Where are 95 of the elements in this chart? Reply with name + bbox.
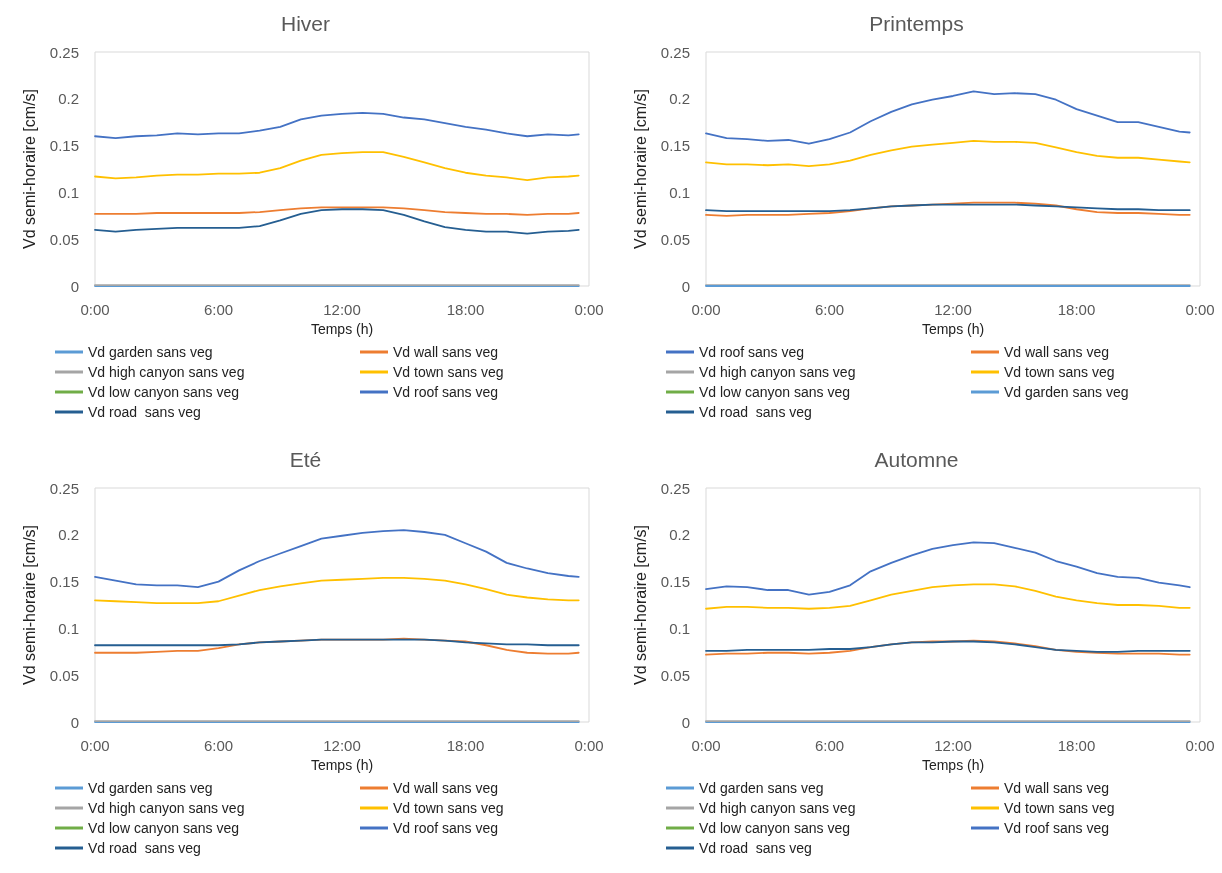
x-tick-label: 0:00 [80, 737, 110, 754]
y-tick-label: 0.2 [669, 526, 690, 544]
y-tick-label: 0.05 [49, 666, 79, 684]
x-tick-label: 0:00 [691, 737, 721, 754]
line-series [94, 529, 580, 589]
y-tick-label: 0.25 [49, 43, 79, 61]
x-tick-label: 18:00 [1057, 301, 1096, 318]
y-axis-title: Vd semi-horaire [cm/s] [20, 88, 38, 250]
legend-label: Vd high canyon sans veg [88, 800, 245, 816]
legend-label: Vd low canyon sans veg [699, 384, 850, 400]
x-axis-title: Temps (h) [921, 756, 985, 773]
x-tick-label: 0:00 [574, 737, 604, 754]
y-axis-title: Vd semi-horaire [cm/s] [631, 88, 649, 250]
y-tick-label: 0.25 [660, 43, 690, 61]
chart-title: Eté [289, 448, 322, 471]
chart-title: Automne [874, 448, 959, 471]
x-tick-label: 18:00 [446, 301, 485, 318]
line-series [94, 111, 580, 140]
y-tick-label: 0.2 [669, 90, 690, 108]
x-tick-label: 12:00 [934, 737, 972, 754]
legend-label: Vd roof sans veg [393, 820, 499, 836]
legend-label: Vd road sans veg [699, 404, 812, 420]
y-tick-label: 0.05 [660, 230, 690, 248]
y-tick-label: 0.15 [49, 573, 79, 591]
legend-label: Vd high canyon sans veg [699, 800, 856, 816]
legend-label: Vd town sans veg [1004, 364, 1115, 380]
x-tick-label: 0:00 [80, 301, 110, 318]
legend-label: Vd low canyon sans veg [88, 820, 239, 836]
y-tick-label: 0.1 [669, 619, 690, 637]
x-tick-label: 0:00 [574, 301, 604, 318]
line-series [705, 541, 1191, 596]
y-tick-label: 0 [681, 277, 690, 295]
y-tick-label: 0.05 [660, 666, 690, 684]
line-series [94, 208, 580, 235]
legend-label: Vd garden sans veg [699, 780, 824, 796]
legend-label: Vd low canyon sans veg [88, 384, 239, 400]
x-tick-label: 6:00 [814, 301, 845, 318]
y-tick-label: 0.15 [660, 573, 690, 591]
y-tick-label: 0.25 [660, 479, 690, 497]
legend-label: Vd road sans veg [88, 404, 201, 420]
y-tick-label: 0.1 [669, 183, 690, 201]
x-tick-label: 0:00 [1185, 737, 1215, 754]
line-series [705, 140, 1191, 168]
legend-label: Vd wall sans veg [1004, 780, 1110, 796]
line-series [94, 206, 580, 216]
line-series [705, 203, 1191, 213]
y-tick-label: 0.2 [58, 526, 79, 544]
legend-label: Vd low canyon sans veg [699, 820, 850, 836]
x-tick-label: 6:00 [203, 301, 234, 318]
chart-title: Printemps [869, 12, 964, 35]
legend-label: Vd town sans veg [393, 800, 504, 816]
y-tick-label: 0.15 [660, 137, 690, 155]
y-tick-label: 0.1 [58, 619, 79, 637]
x-tick-label: 12:00 [323, 737, 361, 754]
legend-label: Vd roof sans veg [393, 384, 499, 400]
chart-title: Hiver [280, 12, 331, 35]
y-tick-label: 0.25 [49, 479, 79, 497]
x-tick-label: 6:00 [203, 737, 234, 754]
x-axis-title: Temps (h) [310, 320, 374, 337]
y-tick-label: 0 [681, 713, 690, 731]
y-tick-label: 0.2 [58, 90, 79, 108]
legend-label: Vd roof sans veg [699, 344, 805, 360]
x-tick-label: 12:00 [323, 301, 361, 318]
legend-label: Vd high canyon sans veg [699, 364, 856, 380]
legend-label: Vd garden sans veg [88, 344, 213, 360]
legend-label: Vd wall sans veg [393, 344, 499, 360]
legend-label: Vd garden sans veg [88, 780, 213, 796]
line-series [94, 576, 580, 605]
y-axis-title: Vd semi-horaire [cm/s] [20, 524, 38, 686]
legend-label: Vd town sans veg [393, 364, 504, 380]
legend-label: Vd wall sans veg [393, 780, 499, 796]
x-axis-title: Temps (h) [921, 320, 985, 337]
line-series [94, 151, 580, 182]
y-axis-title: Vd semi-horaire [cm/s] [631, 524, 649, 686]
x-tick-label: 18:00 [1057, 737, 1096, 754]
line-series [705, 90, 1191, 145]
x-tick-label: 18:00 [446, 737, 485, 754]
y-tick-label: 0.15 [49, 137, 79, 155]
x-tick-label: 6:00 [814, 737, 845, 754]
y-tick-label: 0.05 [49, 230, 79, 248]
line-series [705, 583, 1191, 610]
y-tick-label: 0 [70, 277, 79, 295]
y-tick-label: 0 [70, 713, 79, 731]
legend-label: Vd road sans veg [88, 840, 201, 856]
legend-label: Vd roof sans veg [1004, 820, 1110, 836]
legend-label: Vd road sans veg [699, 840, 812, 856]
legend-label: Vd town sans veg [1004, 800, 1115, 816]
x-tick-label: 0:00 [691, 301, 721, 318]
x-axis-title: Temps (h) [310, 756, 374, 773]
legend-label: Vd high canyon sans veg [88, 364, 245, 380]
x-tick-label: 0:00 [1185, 301, 1215, 318]
x-tick-label: 12:00 [934, 301, 972, 318]
legend-label: Vd garden sans veg [1004, 384, 1129, 400]
legend-label: Vd wall sans veg [1004, 344, 1110, 360]
y-tick-label: 0.1 [58, 183, 79, 201]
